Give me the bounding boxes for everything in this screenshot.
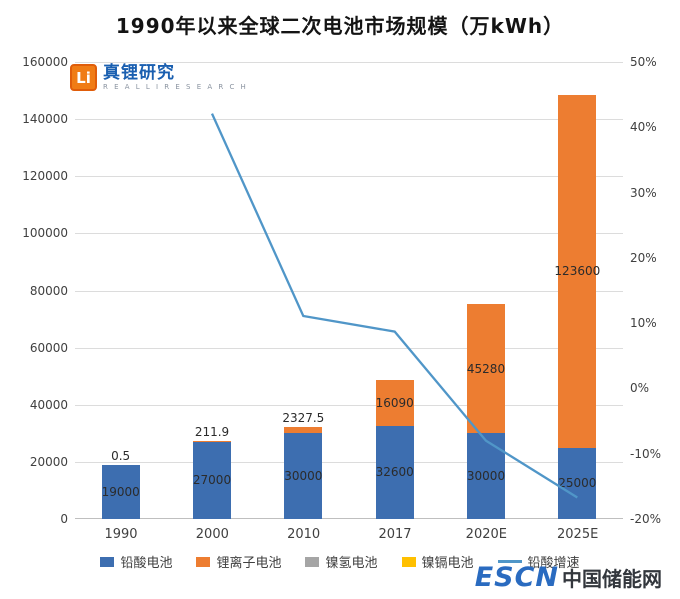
logo-text: 真锂研究 R E A L L I R E S E A R C H [103,62,248,91]
bar-value-label: 25000 [558,476,597,491]
bar-value-label: 19000 [101,484,140,499]
y-axis-left-tick-label: 60000 [29,340,68,355]
gridline [75,118,623,120]
legend-label: 镍镉电池 [421,556,474,571]
bar-value-label: 2327.5 [282,410,325,425]
y-axis-left-tick-label: 20000 [29,454,68,469]
bar-value-label: 30000 [284,469,323,484]
y-axis-right-tick-label: -10% [630,446,662,461]
gridline [75,518,623,519]
y-axis-left-tick-label: 160000 [22,55,68,69]
square-marker-icon [196,556,211,567]
bar-value-label: 123600 [554,264,601,279]
y-axis-left-tick-label: 0 [60,512,68,526]
x-axis-category-label: 2017 [378,527,412,542]
escn-site-name: 中国储能网 [562,567,662,591]
chart-legend: 铅酸电池 锂离子电池 镍氢电池 镍镉电池 铅酸增速 [0,552,680,571]
gridline [75,232,623,234]
bar-value-label: 16090 [375,395,414,410]
legend-item-锂离子电池: 锂离子电池 [196,552,281,571]
legend-label: 铅酸增速 [527,556,580,571]
square-marker-icon [100,556,115,567]
realli-research-logo: Li 真锂研究 R E A L L I R E S E A R C H [70,64,248,91]
gridline [75,404,623,406]
bar-value-label: 27000 [192,473,232,488]
line-marker-icon [497,560,522,563]
x-axis-category-label: 2000 [195,527,229,542]
legend-label: 锂离子电池 [216,556,282,571]
y-axis-left-tick-label: 100000 [22,226,68,241]
bar-segment-铅酸电池-1990 [101,464,140,519]
escn-logo-text: ESCN [474,562,559,593]
x-axis-category-label: 2020E [465,527,507,542]
x-axis-category-label: 1990 [104,527,138,542]
bar-value-label: 0.5 [111,448,131,463]
logo-subtext: R E A L L I R E S E A R C H [103,82,248,91]
li-logo-icon: Li [70,64,97,91]
bar-value-label: 45280 [466,361,506,376]
y-axis-right-tick-label: 30% [630,185,657,200]
gridline [75,347,623,349]
y-axis-left-tick-label: 40000 [29,397,68,412]
bar-value-label: 211.9 [194,425,230,440]
y-axis-right-tick-label: 0% [630,381,650,396]
legend-item-镍氢电池: 镍氢电池 [305,552,378,571]
escn-watermark: ESCN 中国储能网 [475,562,662,593]
logo-name: 真锂研究 [103,62,175,83]
y-axis-left-tick-label: 140000 [22,112,68,127]
legend-item-镍镉电池: 镍镉电池 [401,552,474,571]
square-marker-icon [305,556,320,567]
legend-item-铅酸电池: 铅酸电池 [100,552,172,571]
y-axis-right-tick-label: 40% [630,120,657,135]
square-marker-icon [401,556,416,567]
gridline [75,290,623,292]
plot-area: 19000 0.5 27000 211.9 30000 2327.5 32600 16090 3… [75,61,623,519]
gridline [75,61,623,63]
x-axis-category-label: 2025E [557,527,599,542]
bar-segment-锂离子电池-2000 [193,441,231,442]
legend-label: 铅酸电池 [120,556,173,571]
y-axis-right-tick-label: 10% [630,316,657,331]
x-axis-category-label: 2010 [287,527,321,542]
bar-value-label: 30000 [466,469,506,484]
y-axis-right-tick-label: -20% [630,512,662,526]
bar-segment-锂离子电池-2010 [284,426,323,434]
legend-item-铅酸增速: 铅酸增速 [497,552,580,571]
y-axis-right-tick-label: 50% [630,55,657,69]
y-axis-right-tick-label: 20% [630,250,657,265]
y-axis-left-tick-label: 80000 [29,283,68,298]
bar-value-label: 32600 [375,465,414,480]
gridline [75,175,623,177]
chart-title: 1990年以来全球二次电池市场规模（万kWh） [115,14,565,38]
y-axis-left-tick-label: 120000 [22,169,68,184]
legend-label: 镍氢电池 [325,556,378,571]
